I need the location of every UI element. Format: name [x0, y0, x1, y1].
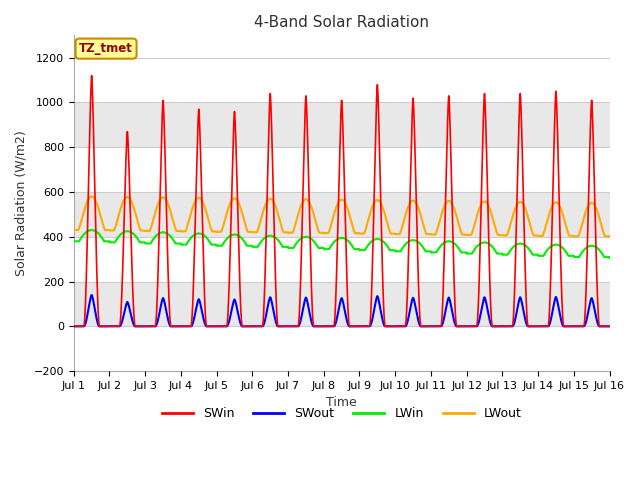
LWin [88, 227, 95, 233]
LWout [324, 230, 332, 236]
LWin [477, 240, 484, 246]
LWout [477, 203, 484, 208]
LWout [88, 193, 95, 199]
Y-axis label: Solar Radiation (W/m2): Solar Radiation (W/m2) [15, 131, 28, 276]
Bar [74, 237, 609, 282]
SWout [252, 324, 260, 329]
SWout [88, 292, 95, 298]
SWout [461, 324, 469, 329]
LWout [461, 232, 469, 238]
Bar [74, 147, 609, 192]
SWin [605, 324, 613, 329]
Line: LWout: LWout [74, 196, 609, 237]
LWout [70, 227, 77, 233]
LWin [605, 255, 613, 261]
SWin [324, 324, 332, 329]
Line: LWin: LWin [74, 230, 609, 258]
Bar [74, 326, 609, 371]
SWin [461, 324, 469, 329]
SWout [583, 315, 591, 321]
SWout [577, 324, 584, 329]
SWin [577, 324, 584, 329]
Bar [74, 282, 609, 326]
Bar [74, 36, 609, 103]
LWin [252, 244, 260, 250]
SWout [477, 312, 484, 317]
Bar [74, 192, 609, 237]
SWin [477, 228, 484, 233]
SWout [605, 324, 613, 329]
SWin [252, 324, 260, 329]
Text: TZ_tmet: TZ_tmet [79, 42, 133, 55]
LWin [583, 244, 591, 250]
X-axis label: Time: Time [326, 396, 357, 409]
SWin [583, 255, 591, 261]
Line: SWin: SWin [74, 76, 609, 326]
LWout [252, 229, 260, 235]
LWout [577, 228, 584, 233]
LWout [583, 205, 591, 211]
Line: SWout: SWout [74, 295, 609, 326]
SWout [324, 324, 332, 329]
LWin [461, 250, 469, 255]
LWout [605, 234, 613, 240]
Title: 4-Band Solar Radiation: 4-Band Solar Radiation [254, 15, 429, 30]
SWin [88, 73, 95, 79]
Legend: SWin, SWout, LWin, LWout: SWin, SWout, LWin, LWout [157, 402, 527, 425]
SWin [70, 324, 77, 329]
LWin [577, 252, 584, 258]
SWout [70, 324, 77, 329]
Bar [74, 103, 609, 147]
LWin [70, 239, 77, 244]
LWin [324, 246, 332, 252]
